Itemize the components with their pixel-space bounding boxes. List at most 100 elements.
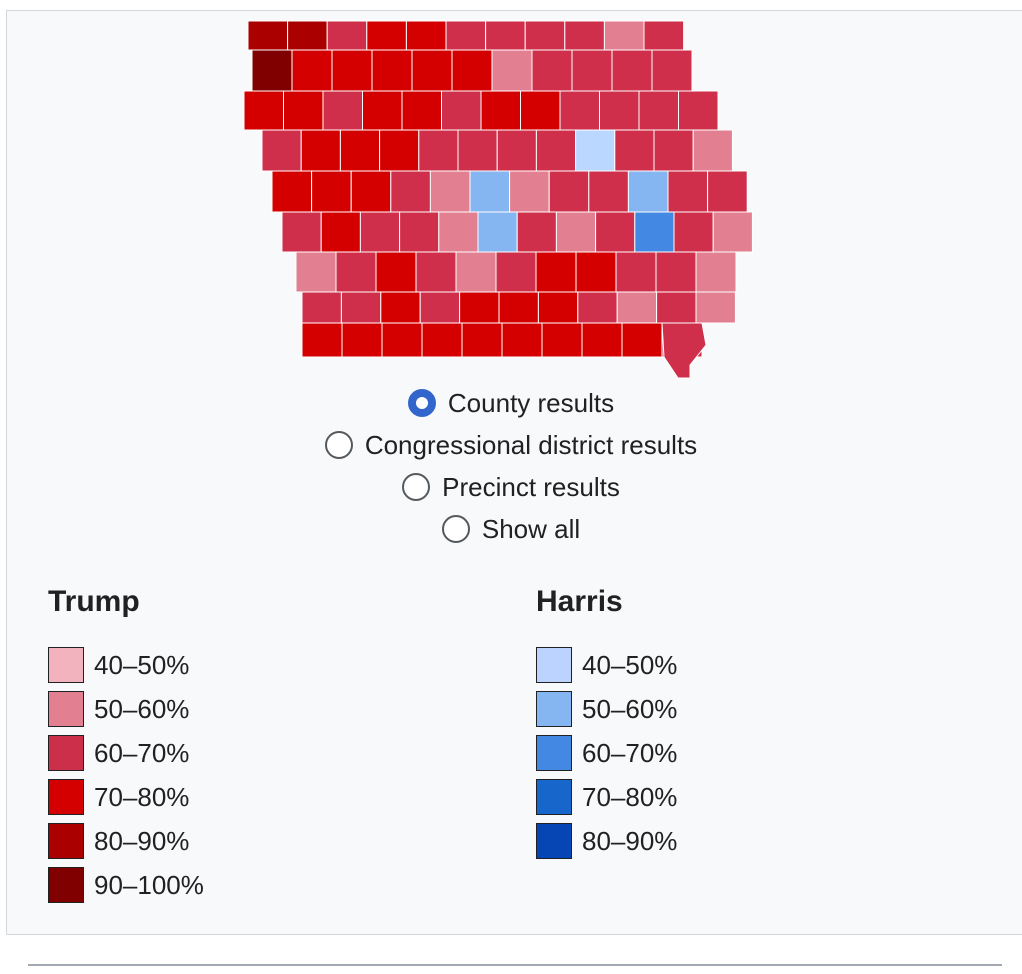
county-shape: [399, 211, 440, 253]
county-shape: [661, 322, 707, 379]
legend-label: 80–90%: [582, 825, 678, 856]
color-swatch: [48, 647, 84, 683]
radio-button-icon[interactable]: [402, 473, 431, 501]
county-shape: [643, 20, 685, 51]
county-shape: [283, 90, 324, 131]
radio-congressional-district-results[interactable]: Congressional district results: [0, 424, 1022, 466]
radio-label: County results: [447, 387, 615, 418]
color-swatch: [48, 691, 84, 727]
county-shape: [575, 251, 617, 293]
county-shape: [695, 251, 737, 293]
county-shape: [656, 291, 697, 324]
legend-trump: Trump 40–50% 50–60% 60–70% 70–80% 80–90%…: [48, 585, 204, 907]
legend-item: 60–70%: [536, 731, 677, 775]
county-shape: [300, 129, 341, 172]
radio-button-icon[interactable]: [324, 431, 353, 459]
county-shape: [326, 20, 368, 51]
radio-county-results[interactable]: County results: [0, 382, 1022, 424]
radio-show-all[interactable]: Show all: [0, 508, 1022, 550]
county-shape: [429, 170, 471, 213]
county-shape: [611, 49, 653, 92]
radio-precinct-results[interactable]: Precinct results: [0, 466, 1022, 508]
legend-item: 50–60%: [48, 687, 204, 731]
county-shape: [599, 90, 640, 131]
legend-label: 60–70%: [582, 737, 678, 768]
county-shape: [301, 322, 343, 358]
county-shape: [634, 211, 675, 253]
legend-item: 40–50%: [48, 643, 204, 687]
county-shape: [535, 129, 577, 172]
county-shape: [621, 322, 663, 358]
county-shape: [707, 170, 748, 213]
county-shape: [405, 20, 447, 51]
county-shape: [537, 291, 579, 324]
color-swatch: [48, 779, 84, 815]
county-shape: [441, 90, 482, 131]
county-shape: [603, 20, 645, 51]
legend-item: 60–70%: [48, 731, 204, 775]
county-shape: [655, 251, 697, 293]
county-shape: [638, 90, 679, 131]
legend-label: 50–60%: [94, 693, 190, 724]
color-swatch: [48, 867, 84, 903]
county-shape: [251, 49, 293, 92]
county-shape: [455, 251, 497, 293]
county-shape: [418, 129, 459, 172]
radio-label: Congressional district results: [364, 429, 698, 460]
county-shape: [524, 20, 566, 51]
legend-item: 90–100%: [48, 863, 204, 907]
radio-button-icon[interactable]: [407, 389, 436, 417]
county-shape: [322, 90, 363, 131]
legend-item: 50–60%: [536, 687, 677, 731]
county-shape: [380, 291, 421, 324]
county-shape: [581, 322, 623, 358]
county-shape: [335, 251, 377, 293]
county-shape: [575, 129, 616, 172]
county-shape: [295, 251, 337, 293]
county-shape: [501, 322, 543, 358]
county-shape: [366, 20, 407, 51]
county-shape: [331, 49, 373, 92]
county-shape: [411, 49, 453, 92]
legend-label: 40–50%: [94, 649, 190, 680]
county-shape: [498, 291, 539, 324]
county-shape: [509, 170, 550, 213]
county-shape: [480, 90, 521, 131]
radio-label: Precinct results: [442, 471, 620, 502]
color-swatch: [48, 823, 84, 859]
county-shape: [320, 211, 361, 253]
county-shape: [477, 211, 518, 253]
county-shape: [673, 211, 714, 253]
county-shape: [577, 291, 618, 324]
county-shape: [271, 170, 313, 213]
county-shape: [287, 20, 328, 51]
county-shape: [548, 170, 590, 213]
legend-label: 40–50%: [582, 649, 678, 680]
county-shape: [451, 49, 493, 92]
county-shape: [457, 129, 498, 172]
county-shape: [281, 211, 322, 253]
iowa-county-map: [243, 20, 753, 379]
legend-label: 50–60%: [582, 693, 678, 724]
county-shape: [469, 170, 511, 213]
county-shape: [535, 251, 577, 293]
county-shape: [311, 170, 352, 213]
legend-label: 70–80%: [94, 781, 190, 812]
color-swatch: [536, 735, 572, 771]
county-shape: [415, 251, 457, 293]
county-shape: [421, 322, 463, 358]
legend-title: Harris: [536, 585, 623, 618]
radio-button-icon[interactable]: [441, 515, 470, 543]
legend-item: 70–80%: [48, 775, 204, 819]
county-shape: [614, 129, 655, 172]
county-shape: [531, 49, 573, 92]
county-shape: [692, 129, 733, 172]
legend-label: 60–70%: [94, 737, 190, 768]
county-shape: [445, 20, 487, 51]
county-shape: [496, 129, 537, 172]
legend-label: 90–100%: [94, 869, 204, 900]
county-shape: [401, 90, 442, 131]
county-shape: [495, 251, 537, 293]
county-shape: [381, 322, 423, 358]
legend-harris: Harris 40–50% 50–60% 60–70% 70–80% 80–90…: [536, 585, 677, 863]
